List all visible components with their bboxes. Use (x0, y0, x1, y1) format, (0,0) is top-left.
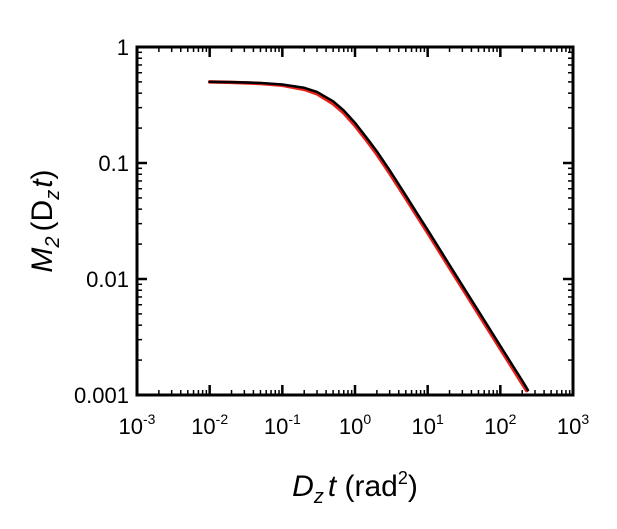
x-tick-exponent: 2 (509, 411, 517, 427)
y-label-arg-open: (D (26, 200, 59, 232)
x-tick-label: 10-1 (264, 411, 301, 439)
x-tick-exponent: -2 (216, 411, 229, 427)
y-tick-label: 0.001 (74, 383, 129, 408)
y-label-sub: 2 (42, 236, 64, 248)
x-label-unit-close: ) (408, 470, 418, 503)
x-label-sub: z (313, 486, 324, 508)
x-tick-exponent: -3 (143, 411, 156, 427)
y-label-main: M (26, 248, 59, 273)
x-tick-base: 10 (412, 414, 436, 439)
y-label-arg-var: t (26, 178, 59, 188)
x-tick-base: 10 (191, 414, 215, 439)
x-tick-label: 101 (412, 411, 444, 439)
y-tick-label: 1 (117, 35, 129, 60)
plot-frame (135, 45, 575, 397)
x-tick-base: 10 (264, 414, 288, 439)
y-axis-label: M2 (Dzt) (26, 169, 64, 272)
x-tick-exponent: 3 (581, 411, 589, 427)
x-tick-label: 10-2 (191, 411, 228, 439)
series-layer (207, 80, 530, 393)
ticks-layer (135, 45, 575, 397)
x-tick-base: 10 (339, 414, 363, 439)
y-tick-label: 0.01 (86, 267, 129, 292)
x-tick-exponent: -1 (288, 411, 301, 427)
x-tick-exponent: 0 (363, 411, 371, 427)
x-tick-base: 10 (557, 414, 581, 439)
y-label-arg-sub: z (42, 190, 64, 201)
x-tick-exponent: 1 (436, 411, 444, 427)
x-tick-label: 10-3 (119, 411, 156, 439)
x-label-var: t (328, 470, 338, 503)
x-label-sup: 2 (398, 468, 408, 488)
x-tick-label: 100 (339, 411, 371, 439)
x-axis-label: Dz t (rad2) (292, 468, 418, 508)
series-line-1 (207, 80, 529, 393)
x-label-unit-open: (rad (336, 470, 398, 503)
series-line-2 (208, 80, 530, 392)
x-tick-label: 102 (484, 411, 516, 439)
x-tick-base: 10 (119, 414, 143, 439)
x-label-main: D (292, 470, 314, 503)
y-label-arg-close: ) (26, 169, 59, 179)
x-tick-base: 10 (484, 414, 508, 439)
y-tick-label: 0.1 (98, 151, 129, 176)
x-tick-label: 103 (557, 411, 589, 439)
